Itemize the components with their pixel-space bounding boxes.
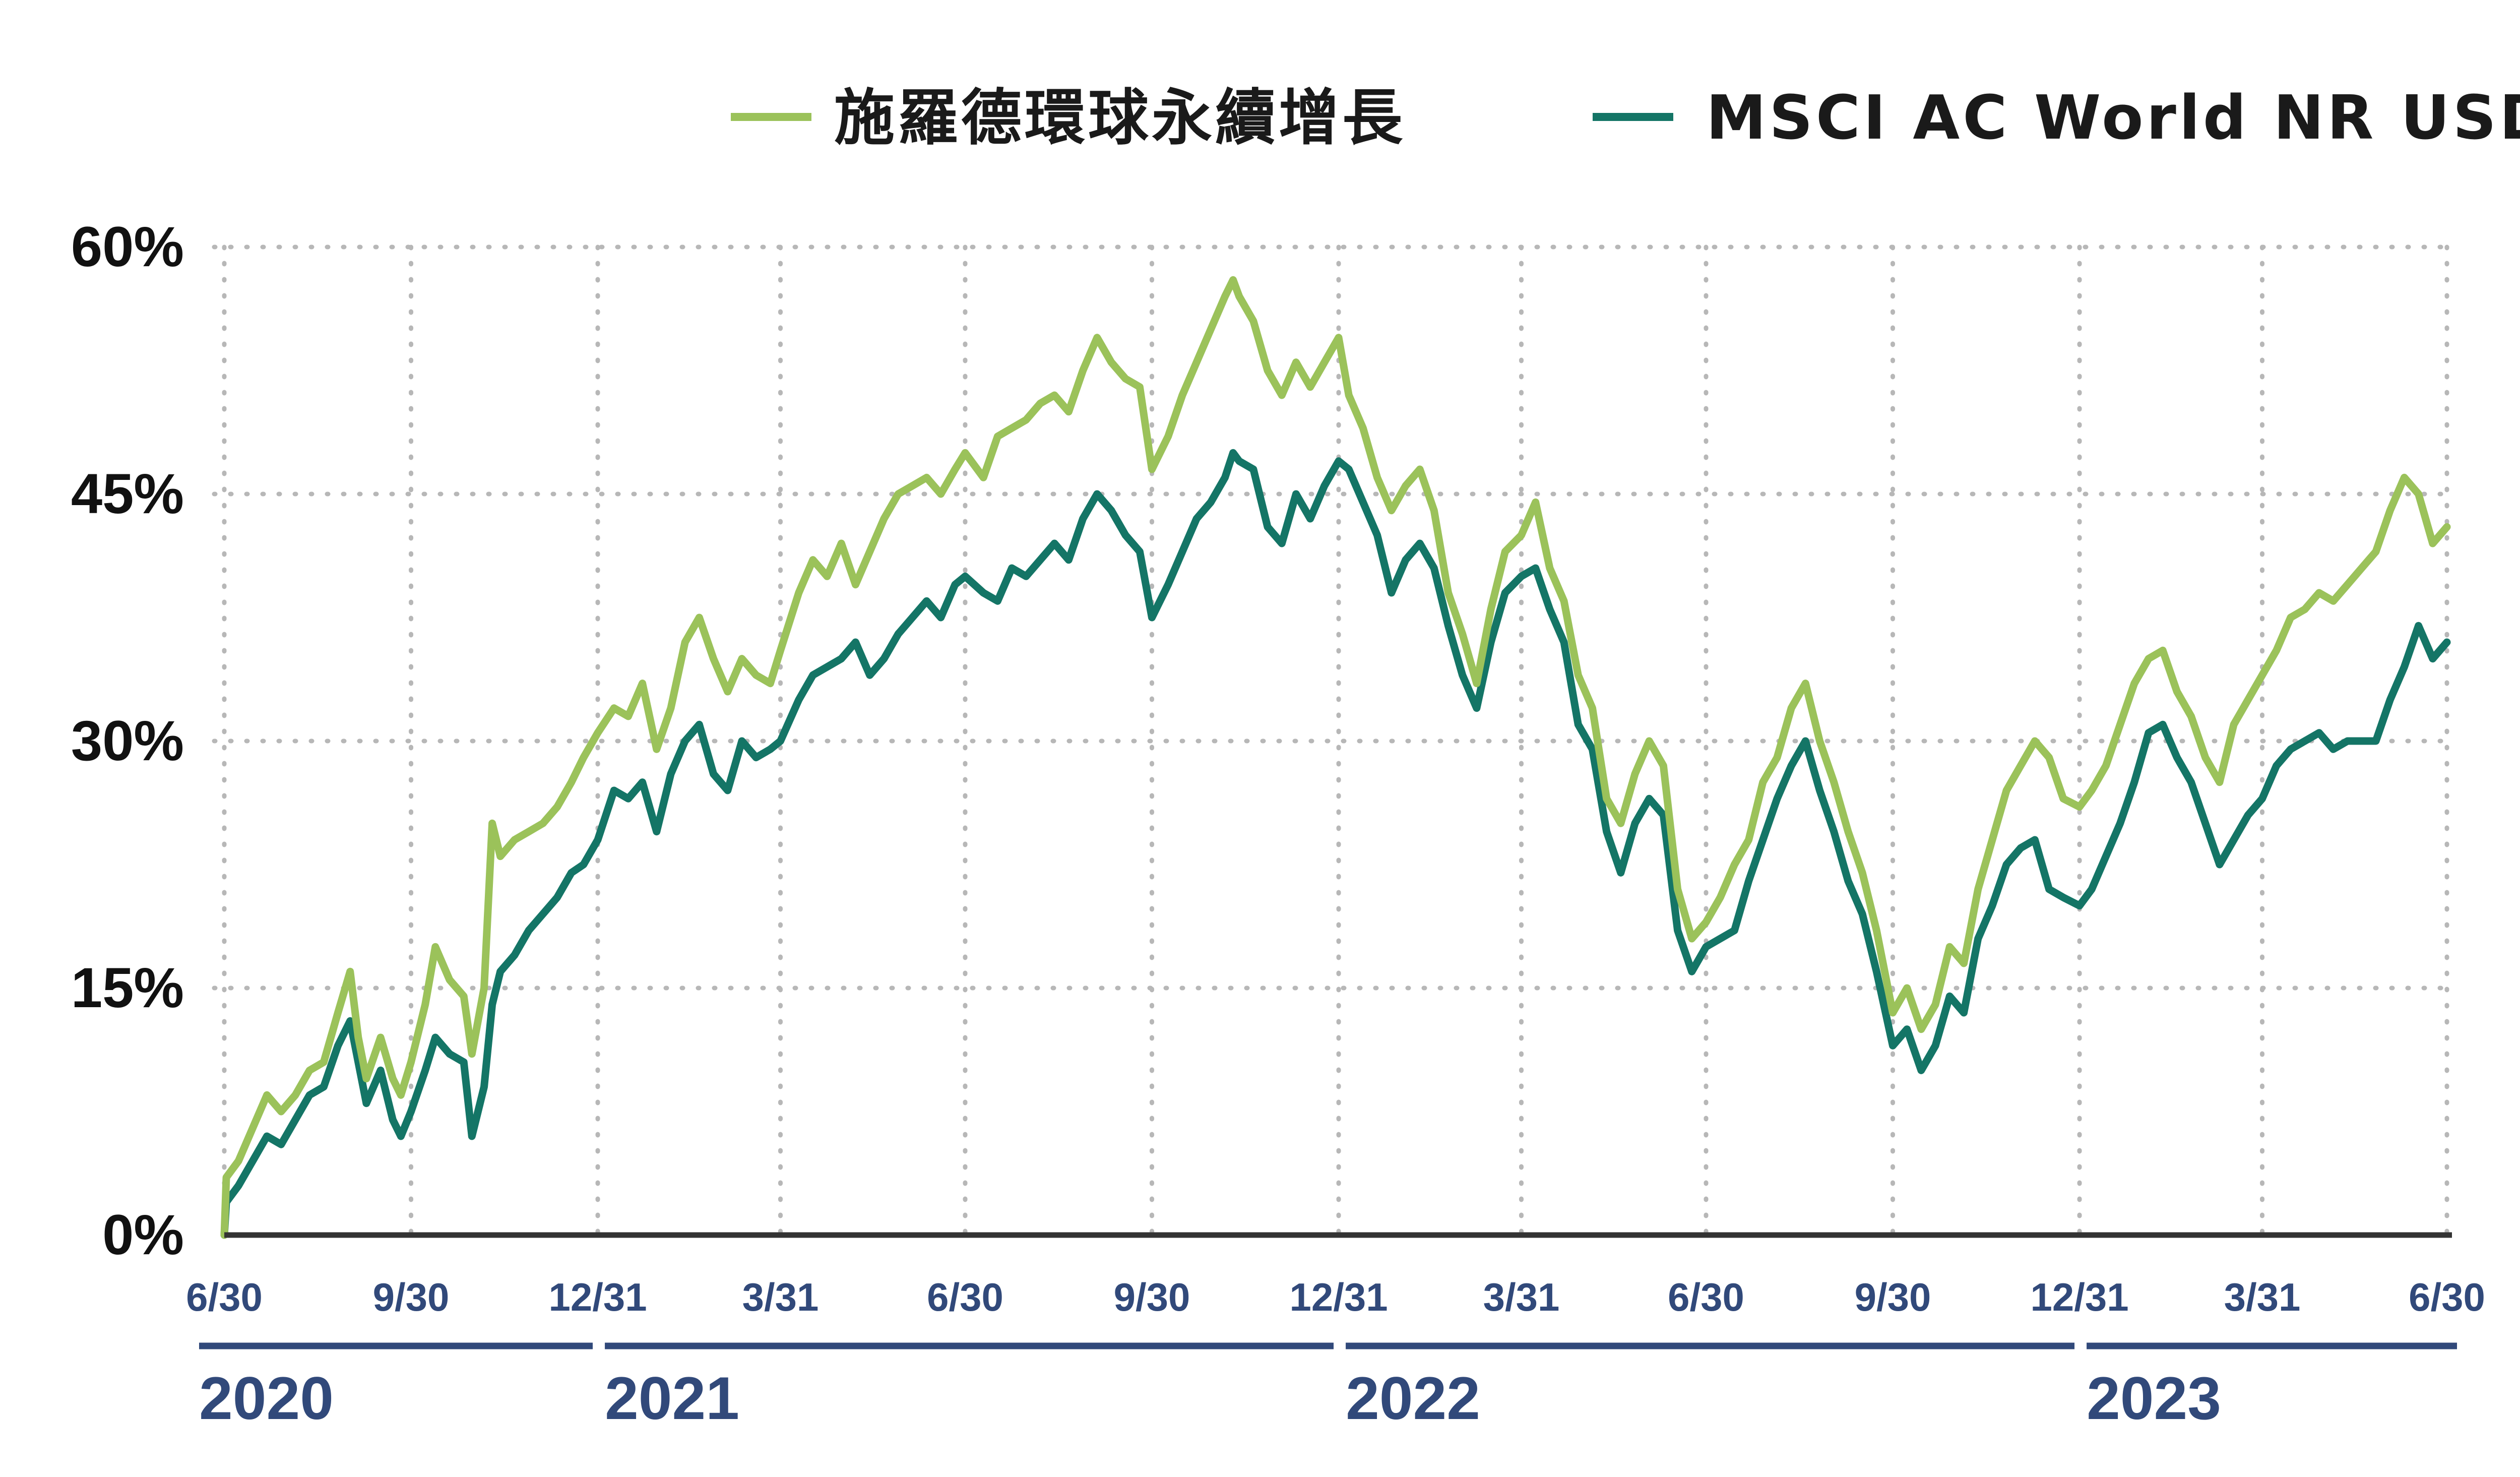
x-tick-label: 6/30 [927, 1275, 1003, 1319]
year-label: 2023 [2087, 1365, 2221, 1432]
year-label: 2020 [199, 1365, 334, 1432]
year-label: 2022 [1346, 1365, 1480, 1432]
legend-label-index: MSCI AC World NR USD [1706, 83, 2520, 153]
x-axis: 6/30 9/30 12/31 3/31 6/30 9/30 12/31 3/31 6/30 9/… [186, 1275, 2485, 1319]
x-tick-label: 9/30 [373, 1275, 450, 1319]
x-tick-label: 9/30 [1114, 1275, 1190, 1319]
x-tick-label: 6/30 [2409, 1275, 2485, 1319]
y-tick-label: 45% [71, 462, 184, 525]
y-tick-label: 0% [102, 1203, 184, 1266]
year-label: 2021 [605, 1365, 739, 1432]
series-line-index [220, 449, 2451, 1239]
chart-legend: 施羅德環球永續增長 MSCI AC World NR USD [731, 83, 2520, 153]
gridlines [212, 244, 2449, 1238]
series-line-fund [220, 276, 2451, 1239]
x-tick-label: 3/31 [2224, 1275, 2301, 1319]
x-tick-label: 12/31 [1289, 1275, 1388, 1319]
y-axis: 0% 15% 30% 45% 60% [71, 215, 184, 1266]
x-tick-label: 3/31 [742, 1275, 819, 1319]
x-tick-label: 3/31 [1483, 1275, 1560, 1319]
series-lines [220, 276, 2451, 1239]
x-tick-label: 6/30 [186, 1275, 263, 1319]
y-tick-label: 15% [71, 956, 184, 1019]
x-tick-label: 12/31 [548, 1275, 647, 1319]
y-tick-label: 30% [71, 709, 184, 772]
x-tick-label: 9/30 [1855, 1275, 1931, 1319]
year-bands: 2020 2021 2022 2023 [199, 1342, 2457, 1432]
legend-label-fund: 施羅德環球永續增長 [834, 83, 1406, 153]
x-tick-label: 12/31 [2030, 1275, 2128, 1319]
y-tick-label: 60% [71, 215, 184, 278]
x-tick-label: 6/30 [1668, 1275, 1744, 1319]
